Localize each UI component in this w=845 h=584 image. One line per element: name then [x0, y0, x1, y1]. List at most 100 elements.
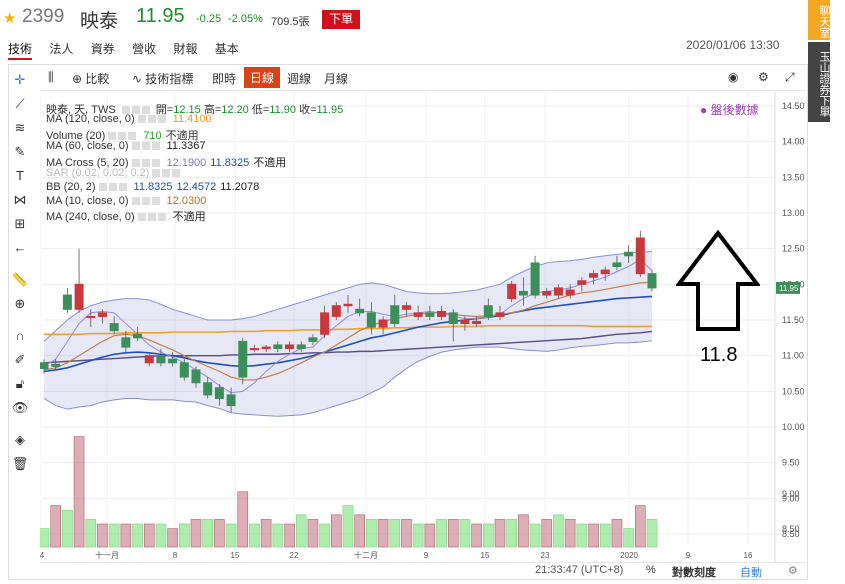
- eye-icon[interactable]: 👁︎: [11, 400, 29, 415]
- legend-controls-icon[interactable]: [137, 115, 166, 124]
- price-chart[interactable]: 14.5014.0013.5013.0012.5012.0011.5011.00…: [40, 92, 806, 562]
- tab-financials[interactable]: 財報: [173, 42, 198, 56]
- camera-icon[interactable]: ◉: [728, 70, 739, 84]
- brush-icon[interactable]: ✎: [14, 144, 26, 159]
- tab-revenue[interactable]: 營收: [132, 42, 157, 56]
- volume-bar: [635, 505, 646, 548]
- lock-icon[interactable]: 🔓︎: [15, 376, 25, 391]
- tab-margin[interactable]: 資券: [90, 42, 115, 56]
- candle-body: [121, 337, 131, 348]
- fullscreen-icon[interactable]: ⤢: [785, 70, 795, 84]
- legend-controls-icon[interactable]: [131, 142, 160, 151]
- y-tick-label: 11.50: [782, 315, 804, 325]
- back-arrow-icon[interactable]: ←: [13, 240, 27, 255]
- last-price-text: 11.95: [779, 284, 799, 293]
- legend-controls-icon[interactable]: [137, 213, 166, 222]
- volume-bar: [225, 523, 237, 548]
- volume-bar: [260, 519, 272, 548]
- volume-bar: [459, 519, 471, 548]
- log-scale-toggle[interactable]: 對數刻度: [672, 567, 716, 579]
- candle-body: [144, 355, 154, 364]
- candle-body: [425, 312, 435, 317]
- tab-institutional[interactable]: 法人: [49, 42, 74, 56]
- legend-controls-icon[interactable]: [121, 106, 150, 115]
- candle-body: [133, 333, 143, 339]
- stock-price: 11.95: [136, 5, 185, 27]
- volume-bar: [401, 519, 412, 548]
- legend-controls-icon[interactable]: [108, 131, 137, 140]
- settings-small-icon[interactable]: ⚙: [788, 565, 798, 577]
- crosshair-icon[interactable]: ✛: [14, 72, 26, 87]
- candle-body: [366, 312, 376, 328]
- volume-bar: [447, 519, 459, 548]
- tab-basic[interactable]: 基本: [214, 42, 239, 56]
- ma20-line: [43, 295, 653, 373]
- period-weekly[interactable]: 週線: [287, 72, 312, 86]
- candle-body: [542, 290, 552, 296]
- indicator-button[interactable]: ∿ 技術指標: [132, 72, 194, 86]
- candle-body: [40, 362, 49, 370]
- indicator-label: 技術指標: [145, 72, 194, 86]
- trash-icon[interactable]: 🗑︎: [11, 456, 29, 471]
- bb-lower-line: [43, 340, 653, 417]
- volume-bar: [494, 519, 506, 548]
- legend-controls-icon[interactable]: [131, 196, 160, 205]
- percent-toggle[interactable]: %: [646, 564, 656, 576]
- trendline-icon[interactable]: ⟋: [15, 96, 25, 111]
- tab-technical[interactable]: 技術: [8, 42, 33, 60]
- candle-body: [320, 312, 330, 335]
- volume-bar: [202, 519, 213, 548]
- fib-icon[interactable]: ≋: [14, 120, 26, 135]
- pencil-lock-icon[interactable]: ✐: [14, 352, 26, 367]
- measure-icon[interactable]: ⊞: [14, 216, 26, 231]
- candle-body: [97, 312, 107, 317]
- realtime-button[interactable]: 即時: [212, 72, 237, 86]
- legend-row-value: 不適用: [253, 156, 287, 169]
- legend-controls-icon[interactable]: [98, 183, 127, 192]
- after-hours-label[interactable]: ● 盤後數據: [700, 103, 759, 117]
- candle-body: [331, 305, 341, 317]
- candle-body: [261, 346, 271, 350]
- legend-row-value: 不適用: [165, 129, 199, 142]
- legend-row-value: 710: [143, 129, 162, 142]
- gear-icon[interactable]: ⚙: [758, 70, 769, 84]
- pattern-icon[interactable]: ⋈: [13, 192, 27, 207]
- volume-bar: [389, 519, 401, 548]
- order-button[interactable]: 下單: [322, 10, 360, 29]
- layers-icon[interactable]: ◈: [15, 432, 25, 447]
- price-change-pct: -2.05%: [228, 13, 263, 25]
- volume-bar: [132, 523, 143, 548]
- candle-type-icon[interactable]: ⫼: [48, 70, 54, 84]
- y-tick-label: 10.00: [782, 422, 805, 432]
- y-tick-label: 8.50: [782, 529, 800, 539]
- volume-bar: [249, 523, 260, 548]
- ruler-icon[interactable]: 📏: [11, 272, 29, 287]
- x-tick-label: 15: [481, 551, 490, 560]
- volume-bar: [62, 509, 73, 548]
- legend-controls-icon[interactable]: [152, 169, 181, 178]
- star-icon[interactable]: ★: [3, 10, 17, 27]
- candle-body: [530, 262, 540, 296]
- ohlc-legend: 映泰, 天, TWS 開=12.15 高=12.20 低=11.90 收=11.…: [46, 101, 343, 117]
- candle-body: [168, 358, 178, 364]
- broker-order-button[interactable]: 玉山證券下單: [808, 42, 830, 122]
- legend-controls-icon[interactable]: [131, 158, 160, 167]
- period-monthly[interactable]: 月線: [324, 72, 349, 86]
- close-value: 11.95: [316, 104, 344, 116]
- compare-button[interactable]: ⊕ 比較: [72, 72, 110, 86]
- x-tick-label: 2020: [620, 551, 638, 560]
- open-value: 12.15: [173, 104, 201, 116]
- volume-bar: [471, 523, 482, 548]
- candle-body: [448, 312, 458, 325]
- quote-header: ★ 2399 映泰 11.95 -0.25 -2.05% 709.5張 下單 技…: [0, 0, 845, 62]
- zoom-icon[interactable]: ⊕: [14, 296, 26, 311]
- candle-body: [413, 312, 423, 317]
- chatroom-button[interactable]: 聊天室: [808, 0, 830, 40]
- volume-bar: [541, 519, 553, 548]
- text-icon[interactable]: T: [16, 168, 24, 183]
- auto-scale-toggle[interactable]: 自動: [740, 567, 762, 579]
- magnet-icon[interactable]: ∩: [15, 328, 25, 343]
- candle-body: [600, 269, 610, 275]
- period-daily[interactable]: 日線: [244, 67, 281, 88]
- x-tick-label: 8: [173, 551, 178, 560]
